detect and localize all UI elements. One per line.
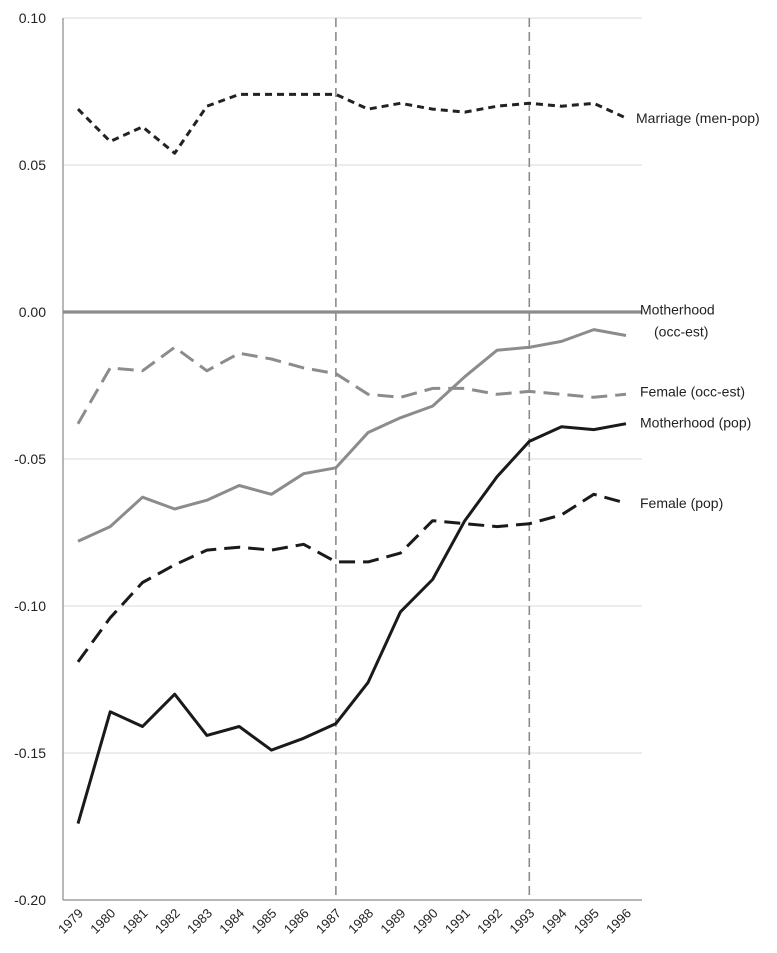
series-line — [76, 92, 627, 155]
y-tick-label: 0.10 — [19, 10, 46, 26]
y-tick-label: 0.00 — [19, 304, 46, 320]
series-lines — [76, 92, 627, 825]
series-line — [76, 345, 627, 425]
y-tick-label: -0.20 — [14, 892, 46, 908]
series-labels: Marriage (men-pop) Motherhood (occ-est) Fem… — [636, 110, 760, 511]
series-line — [76, 422, 627, 825]
series-label: Motherhood (pop) — [640, 415, 751, 431]
series-label: Female (occ-est) — [640, 383, 745, 399]
series-label: Marriage (men-pop) — [636, 110, 760, 126]
series-line — [77, 328, 627, 543]
series-line — [76, 492, 627, 663]
y-tick-label: -0.05 — [14, 451, 46, 467]
y-tick-label: -0.10 — [14, 598, 46, 614]
y-tick-label: -0.15 — [14, 745, 46, 761]
y-tick-label: 0.05 — [19, 157, 46, 173]
reference-lines — [63, 18, 642, 900]
series-label: (occ-est) — [654, 324, 708, 340]
series-label: Female (pop) — [640, 495, 723, 511]
series-label: Motherhood — [640, 302, 715, 318]
